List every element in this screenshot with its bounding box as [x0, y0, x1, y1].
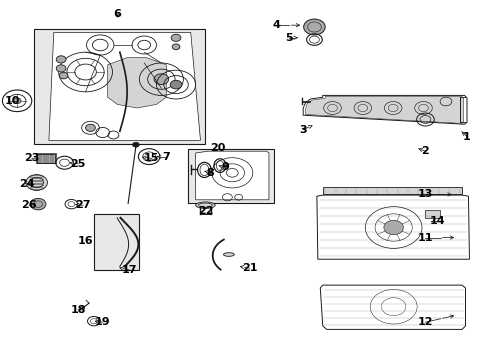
Text: 6: 6 [113, 9, 121, 19]
Text: 7: 7 [162, 152, 170, 162]
Polygon shape [320, 285, 465, 329]
Circle shape [132, 142, 139, 147]
Circle shape [13, 98, 21, 104]
Ellipse shape [195, 202, 215, 208]
Bar [34, 29, 205, 144]
Text: 14: 14 [429, 216, 445, 226]
Text: 8: 8 [206, 168, 214, 178]
Text: 12: 12 [417, 317, 432, 327]
Text: 19: 19 [95, 317, 110, 327]
Circle shape [303, 19, 325, 35]
Polygon shape [49, 32, 200, 140]
Text: 20: 20 [209, 143, 225, 153]
Circle shape [172, 44, 180, 50]
Polygon shape [303, 95, 466, 124]
Text: 23: 23 [24, 153, 40, 163]
Text: 26: 26 [21, 200, 37, 210]
Circle shape [26, 175, 47, 190]
Text: 24: 24 [19, 179, 35, 189]
Circle shape [171, 34, 181, 41]
Text: 11: 11 [417, 233, 432, 243]
Text: 1: 1 [462, 132, 470, 142]
Circle shape [170, 80, 182, 89]
Bar [425, 210, 439, 218]
Bar [94, 214, 139, 270]
Text: 4: 4 [272, 20, 280, 30]
Text: 9: 9 [221, 162, 228, 172]
Circle shape [85, 124, 95, 131]
Circle shape [59, 72, 68, 79]
Text: 15: 15 [143, 153, 159, 163]
Polygon shape [305, 96, 463, 123]
Text: 16: 16 [78, 236, 93, 246]
Circle shape [56, 65, 66, 72]
Bar [188, 149, 273, 203]
Text: 13: 13 [417, 189, 432, 199]
Text: 2: 2 [421, 146, 428, 156]
Text: 18: 18 [70, 305, 86, 315]
Circle shape [30, 198, 46, 210]
Circle shape [154, 74, 168, 85]
Polygon shape [316, 195, 468, 259]
Text: 22: 22 [197, 206, 213, 216]
Text: 25: 25 [70, 159, 86, 169]
Text: 21: 21 [241, 263, 257, 273]
Text: 10: 10 [4, 96, 20, 106]
Polygon shape [195, 151, 268, 200]
Polygon shape [322, 187, 461, 194]
Text: 27: 27 [75, 200, 91, 210]
Bar [36, 153, 56, 163]
Bar [37, 154, 55, 163]
Circle shape [383, 220, 403, 235]
Text: 5: 5 [284, 33, 292, 43]
Circle shape [56, 56, 66, 63]
Polygon shape [107, 58, 166, 108]
Text: 17: 17 [122, 265, 137, 275]
Text: 3: 3 [299, 125, 306, 135]
Ellipse shape [223, 253, 234, 256]
